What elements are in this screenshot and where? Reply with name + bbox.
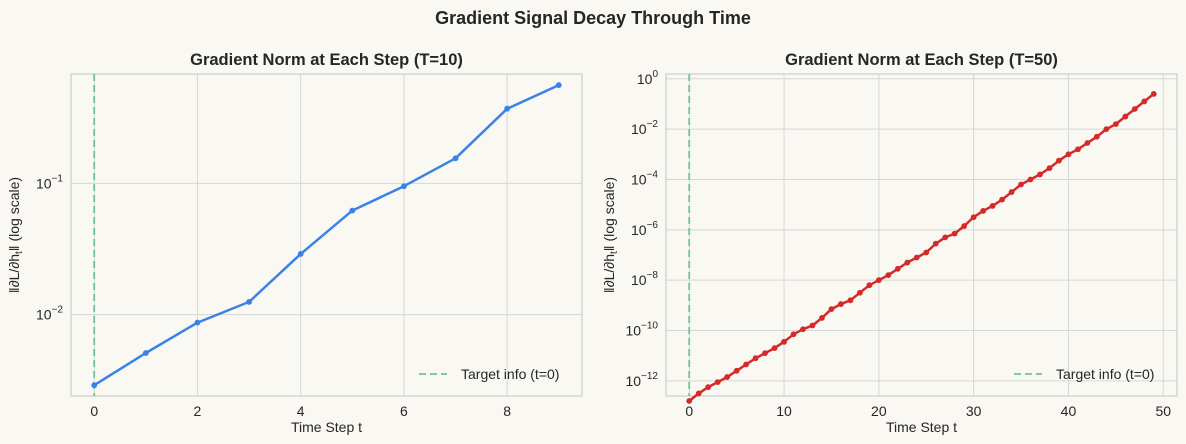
data-point	[452, 155, 459, 162]
data-point	[1150, 90, 1157, 97]
data-point	[1008, 189, 1015, 195]
data-point	[194, 319, 201, 326]
data-point	[828, 306, 835, 313]
data-point	[790, 331, 797, 338]
plot-frame	[665, 73, 1178, 397]
y-axis-label: ‖∂L/∂ht‖ (log scale)	[6, 177, 25, 293]
data-point	[980, 208, 987, 214]
data-point	[951, 230, 958, 237]
chart-title: Gradient Norm at Each Step (T=50)	[785, 51, 1058, 69]
y-axis-label: ‖∂L/∂ht‖ (log scale)	[601, 177, 620, 293]
y-tick-label: 10−10	[625, 321, 658, 339]
data-point	[724, 374, 731, 380]
y-tick-label: 10−4	[631, 169, 658, 187]
y-tick-label: 10−8	[631, 270, 658, 288]
x-tick-label: 0	[685, 403, 693, 419]
data-point	[970, 214, 977, 221]
data-point	[923, 249, 930, 256]
data-point	[838, 301, 844, 307]
x-axis-label: Time Step t	[291, 419, 362, 435]
data-point	[1112, 121, 1119, 127]
data-point	[142, 350, 149, 356]
legend-label: Target info (t=0)	[1056, 366, 1154, 382]
data-point	[913, 254, 920, 261]
data-point	[904, 259, 911, 266]
chart-panel-t50: 0 10 20 30 40 50 100 10−2 10−4 10−6 10−8 10−10 10−12…	[601, 51, 1178, 435]
data-point	[819, 315, 825, 321]
y-tick-label: 10−2	[36, 305, 63, 323]
x-tick-label: 8	[503, 403, 511, 419]
legend-label: Target info (t=0)	[461, 366, 559, 382]
y-tick-label: 10−12	[625, 371, 658, 389]
data-point	[1122, 113, 1129, 120]
data-point	[246, 298, 252, 305]
data-point	[762, 350, 768, 357]
x-tick-label: 2	[194, 403, 202, 419]
x-tick-label: 0	[90, 403, 98, 419]
plot-area	[71, 74, 582, 396]
data-point	[781, 338, 787, 345]
data-point	[1018, 181, 1024, 188]
data-point	[504, 105, 511, 112]
y-tick-label: 10−1	[36, 173, 63, 191]
data-point	[1046, 165, 1053, 172]
x-tick-label: 50	[1155, 403, 1171, 419]
chart-panel-t10: 0 2 4 6 8 10−1 10−2 Time Step t ‖∂L/∂ht‖ (log sc…	[6, 51, 583, 435]
data-point	[733, 367, 740, 374]
x-tick-label: 20	[871, 403, 887, 419]
y-tick-label: 100	[637, 69, 659, 87]
data-point	[1131, 106, 1138, 112]
data-point	[866, 282, 873, 289]
data-point	[1037, 171, 1043, 178]
data-point	[999, 196, 1005, 203]
data-point	[1103, 126, 1110, 133]
x-tick-label: 30	[966, 403, 982, 419]
data-point	[942, 234, 949, 241]
data-point	[885, 272, 892, 279]
figure-suptitle: Gradient Signal Decay Through Time	[435, 8, 751, 28]
x-tick-label: 40	[1061, 403, 1077, 419]
data-point	[1065, 151, 1072, 158]
data-point	[1027, 176, 1034, 183]
data-point	[932, 240, 939, 247]
x-tick-label: 6	[400, 403, 408, 419]
data-point	[875, 277, 882, 284]
chart-title: Gradient Norm at Each Step (T=10)	[190, 51, 463, 69]
data-point	[752, 355, 759, 362]
data-point	[847, 297, 854, 304]
data-point	[349, 207, 356, 214]
y-tick-label: 10−6	[631, 220, 658, 238]
data-point	[1093, 133, 1100, 140]
data-point	[1056, 157, 1062, 164]
data-point	[1084, 140, 1091, 146]
x-axis-label: Time Step t	[886, 419, 957, 435]
data-point	[800, 326, 806, 333]
data-point	[705, 384, 712, 391]
data-point	[856, 289, 863, 296]
data-point	[1075, 146, 1081, 153]
data-point	[91, 382, 98, 389]
x-tick-label: 4	[297, 403, 305, 419]
x-tick-label: 10	[776, 403, 792, 419]
data-point	[555, 82, 562, 88]
y-tick-label: 10−2	[631, 119, 658, 137]
data-point	[771, 345, 778, 352]
data-point	[695, 390, 702, 397]
plot-frame	[70, 73, 583, 397]
data-point	[809, 322, 816, 329]
data-point	[743, 361, 750, 368]
data-point	[297, 251, 304, 257]
data-point	[894, 265, 901, 272]
series-line	[93, 83, 560, 387]
data-point	[989, 203, 996, 209]
data-point	[686, 398, 693, 404]
plot-area	[666, 74, 1177, 396]
data-point	[961, 223, 968, 229]
data-point	[714, 379, 721, 386]
data-point	[401, 183, 407, 190]
data-point	[1141, 98, 1148, 105]
